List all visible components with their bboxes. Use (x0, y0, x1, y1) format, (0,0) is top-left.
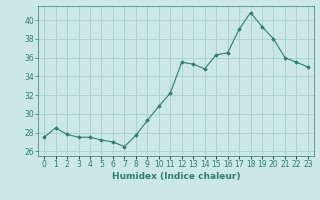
X-axis label: Humidex (Indice chaleur): Humidex (Indice chaleur) (112, 172, 240, 181)
